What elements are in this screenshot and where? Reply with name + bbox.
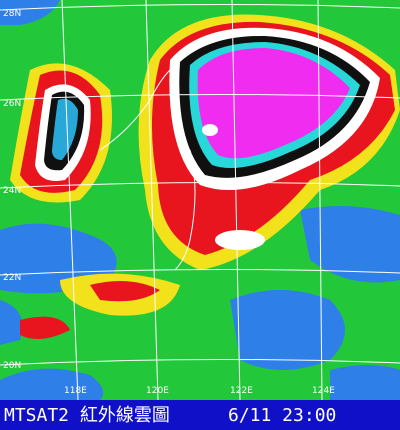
longitude-label: 120E [146, 386, 169, 396]
latitude-label: 22N [3, 273, 21, 283]
longitude-labels: 118E 120E 122E 124E [64, 386, 335, 396]
banner [0, 400, 400, 430]
coastline [99, 69, 196, 271]
latitude-label: 28N [3, 9, 21, 19]
longitude-label: 124E [312, 386, 335, 396]
product-name: MTSAT2 紅外線雲圖 [4, 405, 170, 426]
cloud-imagery [0, 0, 400, 400]
timestamp: 6/11 23:00 [228, 405, 336, 426]
longitude-label: 122E [230, 386, 253, 396]
latitude-label: 26N [3, 99, 21, 109]
latitude-labels: 28N 26N 24N 22N 20N [3, 9, 21, 371]
longitude-label: 118E [64, 386, 87, 396]
latitude-label: 20N [3, 361, 21, 371]
latitude-label: 24N [3, 186, 21, 196]
graticule [0, 0, 400, 401]
